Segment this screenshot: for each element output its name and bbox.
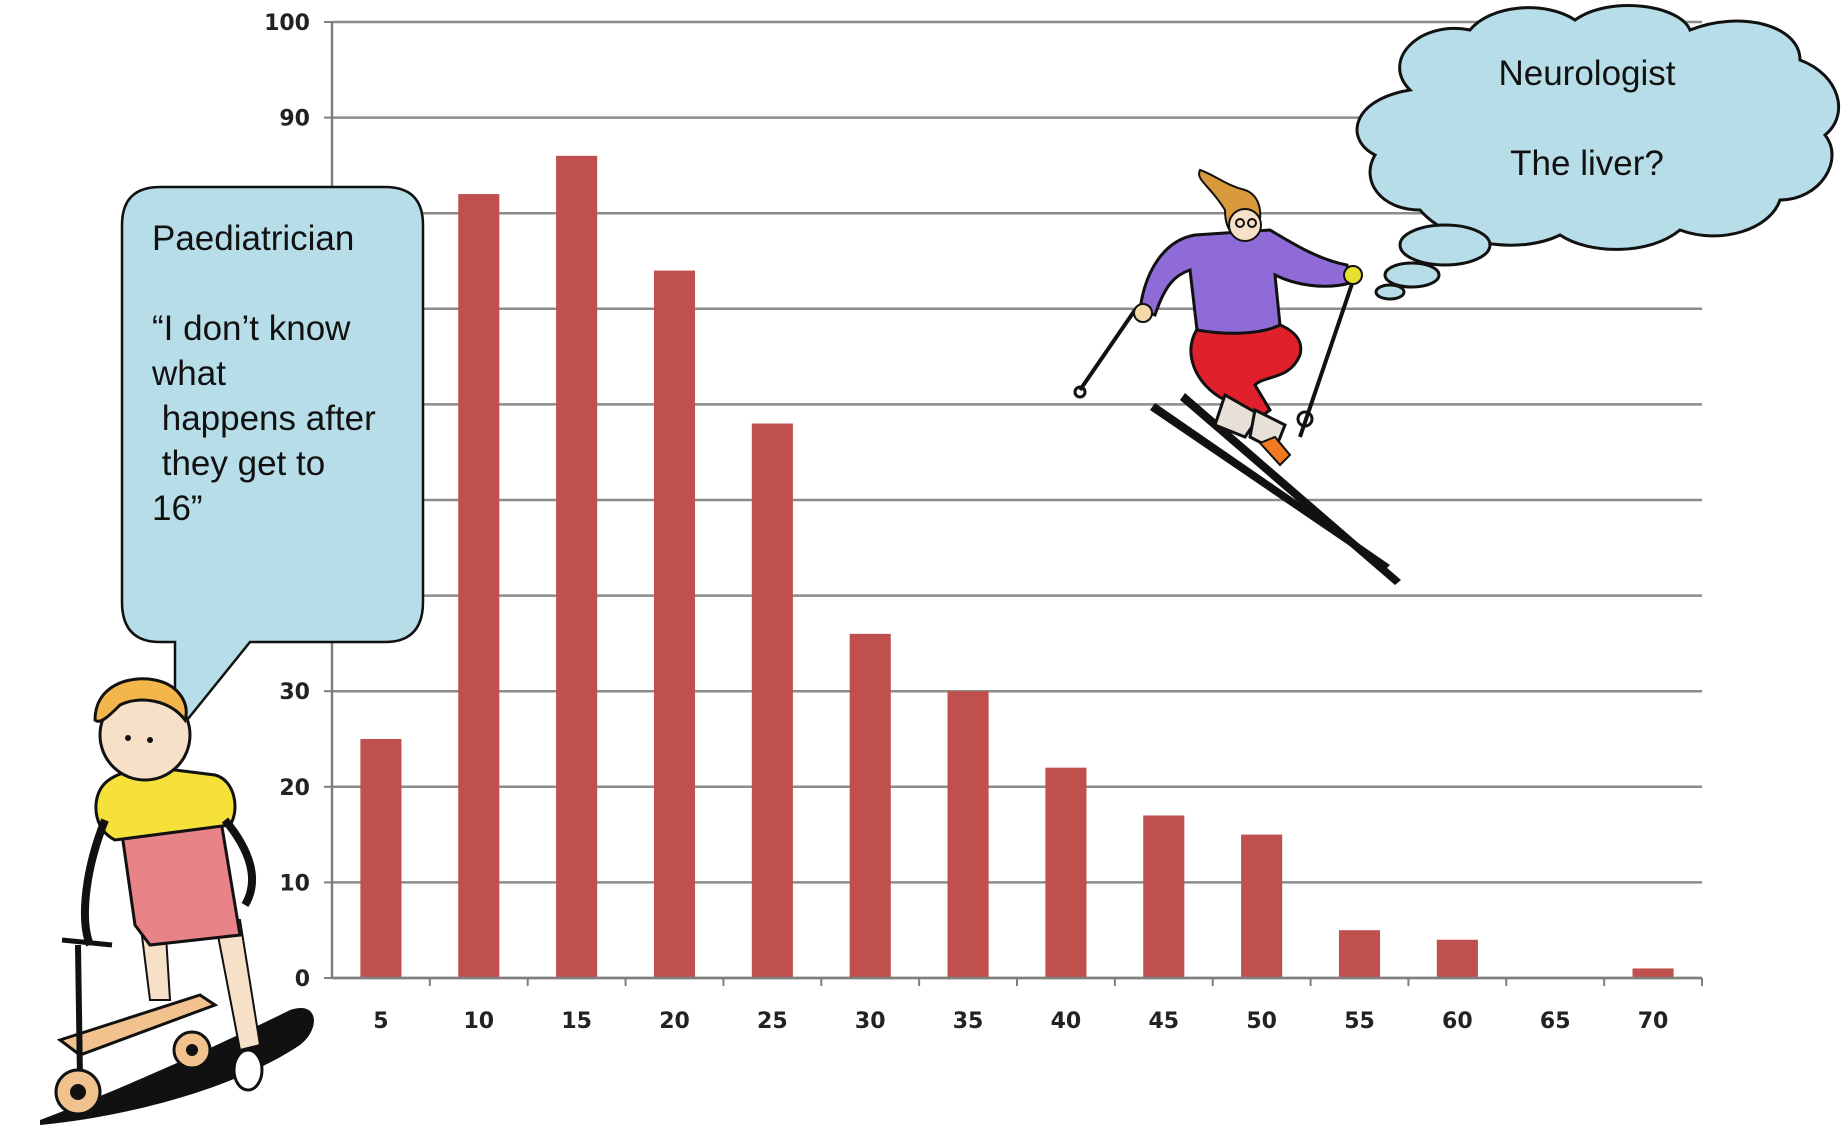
bubble-line-3: “I don’t know (152, 309, 351, 348)
x-tick-label: 45 (1148, 1009, 1179, 1034)
bubble-line-6: they get to (152, 444, 325, 483)
y-tick-label: 100 (264, 11, 310, 36)
x-tick-label: 60 (1442, 1009, 1473, 1034)
x-tick-label: 5 (373, 1009, 388, 1034)
bubble-line-5: happens after (152, 399, 376, 438)
bubble-line-1: Paediatrician (152, 219, 354, 258)
x-tick-label: 50 (1246, 1009, 1277, 1034)
y-tick-label: 30 (279, 680, 310, 705)
bar-35 (947, 691, 989, 978)
bar-40 (1045, 767, 1087, 978)
bubble-line-7: 16” (152, 489, 203, 528)
bar-50 (1241, 834, 1283, 978)
bar-15 (556, 155, 598, 979)
x-tick-label: 30 (855, 1009, 886, 1034)
x-tick-label: 70 (1638, 1009, 1669, 1034)
speech-bubble: Paediatrician “I don’t know what happens… (120, 185, 425, 739)
y-tick-label: 0 (295, 967, 310, 992)
x-tick-label: 55 (1344, 1009, 1375, 1034)
bar-20 (653, 270, 696, 978)
child-on-scooter-icon (40, 677, 314, 1125)
thought-cloud: Neurologist The liver? (1355, 4, 1841, 301)
x-tick-label: 15 (561, 1009, 592, 1034)
bar-45 (1143, 815, 1185, 978)
bar-layer (360, 155, 1674, 979)
x-tick-label: 35 (953, 1009, 984, 1034)
skier-icon (1073, 168, 1401, 585)
x-tick-label: 25 (757, 1009, 788, 1034)
y-tick-label: 90 (279, 107, 310, 132)
y-tick-label: 20 (279, 776, 310, 801)
x-tick-label: 40 (1051, 1009, 1082, 1034)
bubble-line-4: what (151, 354, 226, 393)
bar-5 (360, 739, 402, 978)
bar-70 (1632, 968, 1674, 978)
x-tick-label: 10 (463, 1009, 494, 1034)
y-tick-label: 10 (279, 871, 310, 896)
x-tick-label: 65 (1540, 1009, 1571, 1034)
cloud-line-3: The liver? (1510, 144, 1664, 183)
bar-55 (1338, 930, 1381, 978)
bar-60 (1436, 939, 1478, 978)
bar-30 (849, 633, 891, 978)
cloud-line-1: Neurologist (1498, 54, 1675, 93)
bar-25 (751, 423, 793, 978)
x-tick-label: 20 (659, 1009, 690, 1034)
bar-10 (458, 194, 500, 978)
